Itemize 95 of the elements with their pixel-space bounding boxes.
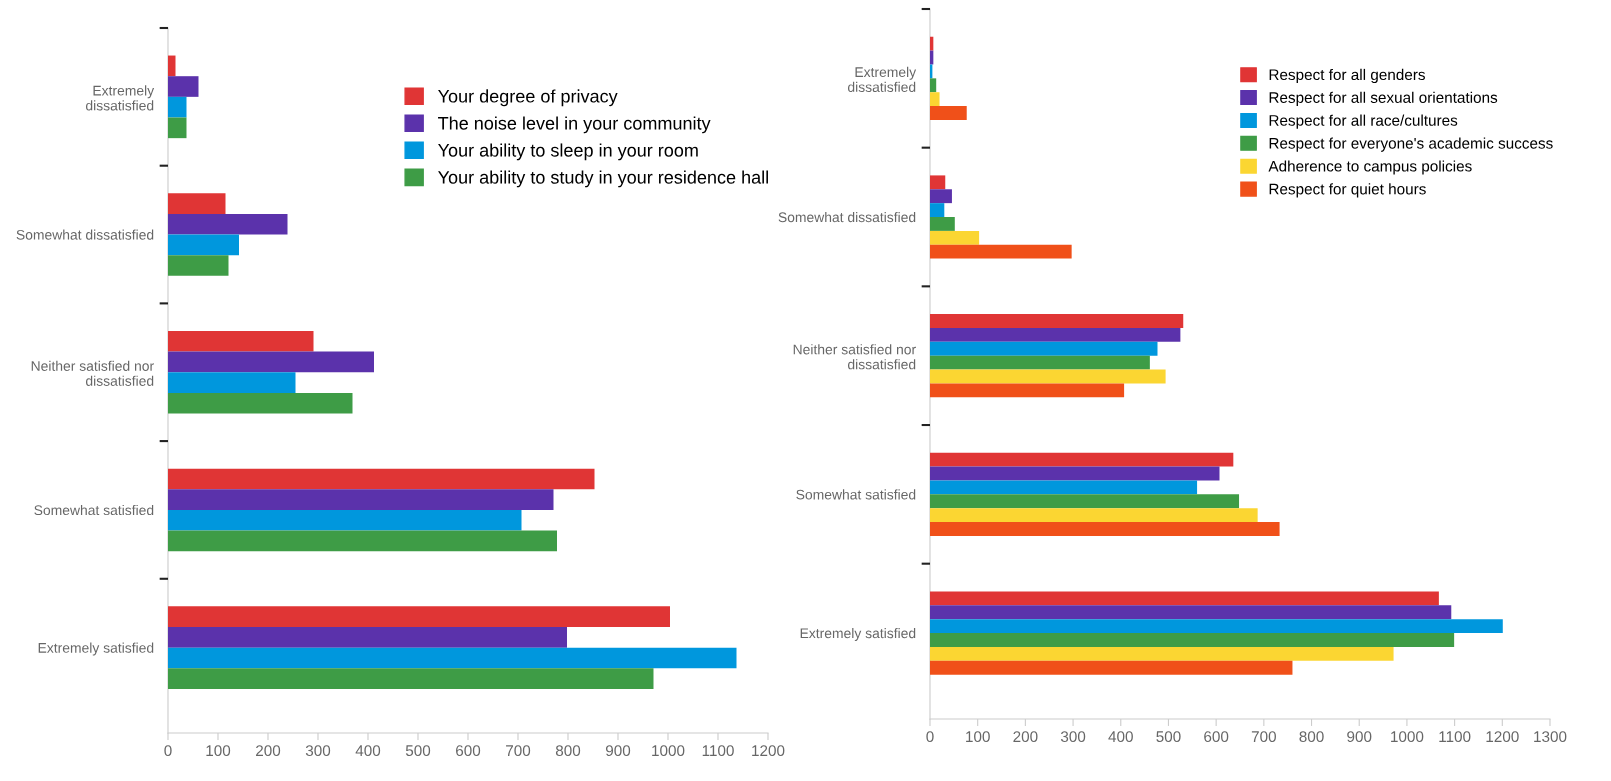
legend-label: Respect for all genders: [1269, 68, 1425, 84]
x-tick-label: 1200: [1486, 731, 1519, 743]
bar: [168, 117, 187, 139]
bar: [930, 189, 952, 204]
bar: [930, 327, 1181, 342]
bar: [168, 193, 226, 214]
y-tick-label: Somewhat satisfied: [34, 504, 154, 516]
bar: [168, 468, 595, 490]
bar: [930, 633, 1455, 647]
x-tick-label: 0: [164, 745, 172, 757]
x-tick-label: 900: [605, 745, 631, 757]
bar: [930, 36, 934, 51]
y-tick-label: Somewhat satisfied: [796, 489, 916, 500]
bar: [930, 314, 1184, 328]
bar: [168, 647, 737, 669]
y-tick-label: Neither satisfied nor dissatisfied: [793, 344, 916, 370]
bar: [930, 480, 1198, 495]
x-tick-label: 1200: [752, 745, 785, 757]
bar: [930, 383, 1125, 398]
bar: [930, 230, 980, 245]
bar: [930, 244, 1072, 259]
y-tick-label: Somewhat dissatisfied: [16, 229, 154, 240]
bar: [168, 372, 296, 393]
bar: [168, 330, 314, 352]
bar: [930, 522, 1280, 536]
x-tick-label: 900: [1347, 731, 1372, 743]
bar: [930, 466, 1220, 481]
legend-label: Adherence to campus policies: [1268, 160, 1472, 175]
legend-label: Your ability to study in your residence hall: [438, 170, 768, 188]
bar: [930, 591, 1439, 606]
legend-label: Your degree of privacy: [438, 89, 618, 107]
legend-label: The noise level in your community: [438, 116, 711, 134]
bar: [168, 55, 176, 77]
bar: [168, 489, 554, 510]
bar: [168, 234, 239, 256]
bar: [930, 452, 1234, 467]
bar: [930, 369, 1166, 384]
y-tick-label: Extremely satisfied: [38, 642, 154, 656]
bar: [930, 619, 1503, 634]
bar: [930, 78, 937, 93]
bar: [930, 660, 1293, 675]
x-tick-label: 500: [1156, 731, 1181, 743]
bar: [930, 203, 945, 218]
bar: [930, 106, 967, 120]
x-tick-label: 400: [1108, 731, 1133, 743]
legend-label: Respect for all sexual orientations: [1269, 91, 1498, 106]
bar: [168, 668, 654, 689]
bar: [930, 646, 1394, 661]
bar: [168, 392, 353, 414]
legend-label: Respect for all race/cultures: [1269, 114, 1458, 129]
x-tick-label: 100: [966, 731, 990, 743]
x-tick-label: 300: [1060, 731, 1086, 743]
bar: [930, 355, 1150, 370]
x-tick-label: 1300: [1534, 731, 1567, 743]
x-tick-label: 1000: [1391, 731, 1424, 743]
y-tick-label: Extremely dissatisfied: [85, 85, 155, 111]
bar: [930, 341, 1158, 356]
x-tick-label: 600: [1204, 731, 1229, 743]
y-tick-label: Neither satisfied nor dissatisfied: [31, 360, 154, 386]
x-tick-label: 600: [456, 745, 481, 757]
x-tick-label: 800: [555, 745, 581, 757]
x-tick-label: 1100: [1439, 731, 1471, 743]
legend-label: Your ability to sleep in your room: [438, 143, 698, 161]
x-tick-label: 800: [1299, 731, 1324, 743]
bar: [168, 255, 229, 276]
x-tick-label: 100: [206, 745, 231, 757]
bar: [168, 351, 374, 373]
y-tick-label: Extremely satisfied: [800, 627, 916, 641]
y-tick-label: Extremely dissatisfied: [847, 66, 917, 92]
bar: [930, 175, 946, 190]
bar: [168, 530, 557, 552]
x-tick-label: 700: [506, 745, 531, 757]
y-tick-label: Somewhat dissatisfied: [778, 211, 916, 223]
bar: [930, 217, 955, 231]
x-tick-label: 500: [405, 745, 431, 757]
legend-label: Respect for everyone's academic success: [1269, 137, 1553, 152]
bar: [930, 605, 1452, 620]
bar: [168, 76, 199, 97]
x-tick-label: 1100: [702, 745, 734, 757]
x-tick-label: 1000: [652, 745, 685, 757]
bar: [168, 626, 567, 648]
x-tick-label: 200: [1013, 731, 1038, 743]
bar: [168, 509, 522, 531]
bar: [930, 494, 1240, 509]
bar: [168, 213, 288, 235]
bar: [168, 96, 187, 118]
x-tick-label: 400: [355, 745, 381, 757]
x-tick-label: 300: [305, 745, 331, 757]
x-tick-label: 0: [926, 731, 934, 743]
bar: [168, 606, 670, 627]
bar: [930, 508, 1258, 523]
x-tick-label: 200: [256, 745, 281, 757]
bar: [930, 92, 940, 107]
x-tick-label: 700: [1251, 731, 1276, 743]
legend-label: Respect for quiet hours: [1269, 183, 1426, 198]
